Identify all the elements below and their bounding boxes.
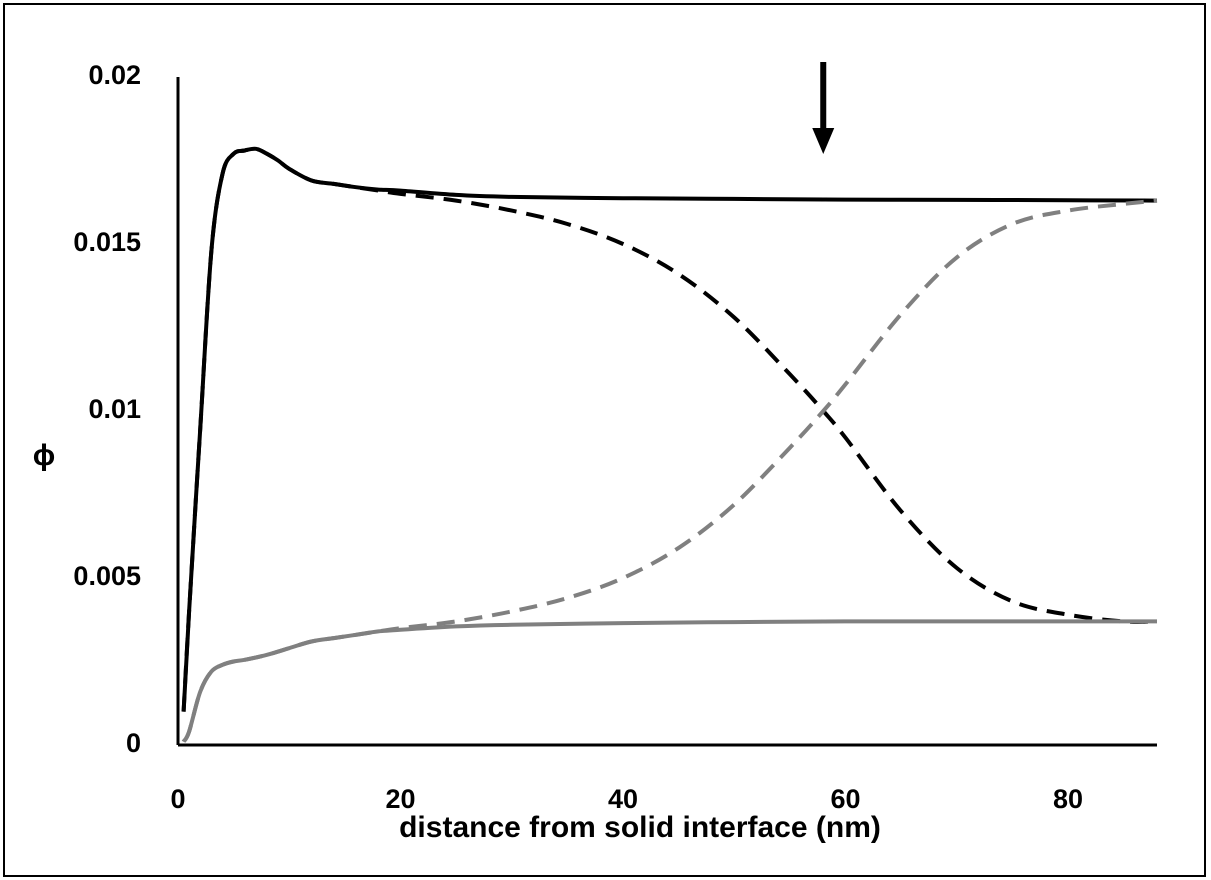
y-tick-label: 0.02 <box>88 60 141 90</box>
y-tick-label: 0.005 <box>73 561 141 591</box>
x-tick-label: 80 <box>1053 784 1083 814</box>
series-layer <box>181 146 1158 743</box>
series-line-1 <box>181 146 1158 712</box>
down-arrow-icon <box>812 128 835 154</box>
y-tick-label: 0 <box>126 728 141 758</box>
x-tick-label: 40 <box>608 784 638 814</box>
series-line-2 <box>181 146 1158 712</box>
tick-labels: 0 20 40 60 80 0 0.005 0.01 0.015 0.02 <box>73 60 1083 814</box>
x-tick-label: 60 <box>830 784 860 814</box>
x-tick-label: 0 <box>170 784 185 814</box>
y-tick-label: 0.015 <box>73 227 141 257</box>
y-axis-title: ϕ <box>33 439 56 472</box>
x-tick-label: 20 <box>385 784 415 814</box>
chart-frame <box>3 3 1206 877</box>
y-tick-label: 0.01 <box>88 394 141 424</box>
series-line-4 <box>181 198 1158 743</box>
x-axis-title: distance from solid interface (nm) <box>399 811 881 844</box>
annotations <box>812 62 835 154</box>
axes <box>176 77 1157 747</box>
